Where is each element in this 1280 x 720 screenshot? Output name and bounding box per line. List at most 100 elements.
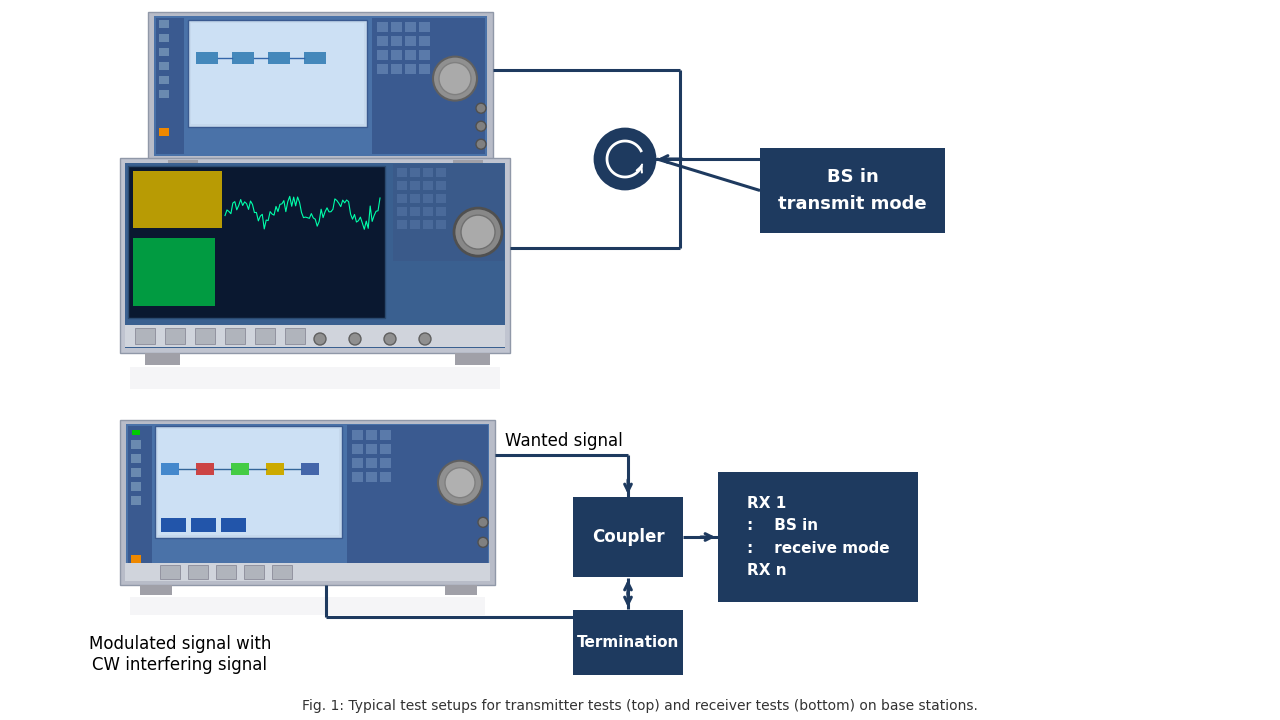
FancyBboxPatch shape — [352, 458, 364, 468]
FancyBboxPatch shape — [131, 496, 141, 505]
Text: Termination: Termination — [577, 635, 680, 650]
FancyBboxPatch shape — [273, 565, 292, 579]
FancyBboxPatch shape — [191, 23, 365, 124]
Circle shape — [454, 208, 502, 256]
FancyBboxPatch shape — [397, 181, 407, 190]
FancyBboxPatch shape — [131, 440, 141, 449]
FancyBboxPatch shape — [352, 472, 364, 482]
FancyBboxPatch shape — [156, 18, 184, 154]
Circle shape — [433, 57, 477, 101]
FancyBboxPatch shape — [128, 426, 152, 579]
FancyBboxPatch shape — [301, 463, 319, 475]
Circle shape — [595, 129, 655, 189]
FancyBboxPatch shape — [410, 207, 420, 216]
FancyBboxPatch shape — [125, 424, 489, 581]
FancyBboxPatch shape — [196, 52, 218, 64]
FancyBboxPatch shape — [244, 565, 264, 579]
FancyBboxPatch shape — [422, 207, 433, 216]
FancyBboxPatch shape — [410, 168, 420, 177]
FancyBboxPatch shape — [422, 181, 433, 190]
FancyBboxPatch shape — [225, 328, 244, 344]
FancyBboxPatch shape — [372, 18, 485, 154]
Text: Fig. 1: Typical test setups for transmitter tests (top) and receiver tests (bott: Fig. 1: Typical test setups for transmit… — [302, 699, 978, 713]
Text: Wanted signal: Wanted signal — [506, 432, 623, 450]
FancyBboxPatch shape — [366, 444, 378, 454]
FancyBboxPatch shape — [378, 36, 388, 46]
FancyBboxPatch shape — [422, 194, 433, 203]
FancyBboxPatch shape — [406, 22, 416, 32]
FancyBboxPatch shape — [148, 12, 493, 160]
FancyBboxPatch shape — [161, 518, 186, 532]
FancyBboxPatch shape — [397, 220, 407, 229]
FancyBboxPatch shape — [159, 34, 169, 42]
FancyBboxPatch shape — [380, 458, 390, 468]
FancyBboxPatch shape — [303, 52, 325, 64]
FancyBboxPatch shape — [406, 64, 416, 74]
FancyBboxPatch shape — [285, 328, 305, 344]
FancyBboxPatch shape — [573, 610, 684, 675]
FancyBboxPatch shape — [573, 497, 684, 577]
FancyBboxPatch shape — [168, 160, 198, 170]
FancyBboxPatch shape — [157, 172, 483, 192]
FancyBboxPatch shape — [366, 458, 378, 468]
FancyBboxPatch shape — [422, 220, 433, 229]
FancyBboxPatch shape — [133, 171, 221, 228]
Text: RX 1
:    BS in
:    receive mode
RX n: RX 1 : BS in : receive mode RX n — [746, 496, 890, 577]
Circle shape — [477, 517, 488, 527]
FancyBboxPatch shape — [445, 585, 477, 595]
FancyBboxPatch shape — [160, 565, 180, 579]
FancyBboxPatch shape — [159, 20, 169, 28]
FancyBboxPatch shape — [380, 430, 390, 440]
FancyBboxPatch shape — [216, 565, 236, 579]
Text: BS in
transmit mode: BS in transmit mode — [778, 168, 927, 212]
FancyBboxPatch shape — [120, 420, 495, 585]
FancyBboxPatch shape — [191, 518, 216, 532]
FancyBboxPatch shape — [380, 444, 390, 454]
FancyBboxPatch shape — [125, 325, 506, 347]
Circle shape — [477, 537, 488, 547]
FancyBboxPatch shape — [255, 328, 275, 344]
FancyBboxPatch shape — [159, 48, 169, 56]
FancyBboxPatch shape — [760, 148, 945, 233]
FancyBboxPatch shape — [131, 454, 141, 463]
FancyBboxPatch shape — [159, 76, 169, 84]
FancyBboxPatch shape — [436, 207, 445, 216]
FancyBboxPatch shape — [134, 328, 155, 344]
FancyBboxPatch shape — [392, 50, 402, 60]
FancyBboxPatch shape — [397, 194, 407, 203]
FancyBboxPatch shape — [406, 36, 416, 46]
FancyBboxPatch shape — [131, 367, 500, 389]
FancyBboxPatch shape — [420, 50, 430, 60]
FancyBboxPatch shape — [159, 128, 169, 136]
FancyBboxPatch shape — [165, 328, 186, 344]
FancyBboxPatch shape — [230, 463, 250, 475]
FancyBboxPatch shape — [131, 555, 141, 563]
FancyBboxPatch shape — [128, 166, 385, 318]
FancyBboxPatch shape — [145, 353, 180, 365]
FancyBboxPatch shape — [410, 220, 420, 229]
FancyBboxPatch shape — [406, 50, 416, 60]
FancyBboxPatch shape — [131, 482, 141, 491]
FancyBboxPatch shape — [133, 238, 215, 306]
Circle shape — [419, 333, 431, 345]
FancyBboxPatch shape — [155, 426, 342, 538]
Circle shape — [439, 63, 471, 94]
FancyBboxPatch shape — [436, 181, 445, 190]
FancyBboxPatch shape — [436, 168, 445, 177]
Text: Coupler: Coupler — [591, 528, 664, 546]
FancyBboxPatch shape — [436, 220, 445, 229]
Circle shape — [445, 468, 475, 498]
FancyBboxPatch shape — [125, 163, 506, 348]
Circle shape — [438, 461, 483, 505]
FancyBboxPatch shape — [422, 168, 433, 177]
FancyBboxPatch shape — [392, 36, 402, 46]
FancyBboxPatch shape — [392, 22, 402, 32]
FancyBboxPatch shape — [454, 353, 490, 365]
Text: Modulated signal with
CW interfering signal: Modulated signal with CW interfering sig… — [88, 635, 271, 674]
Circle shape — [461, 215, 495, 249]
FancyBboxPatch shape — [125, 563, 490, 581]
FancyBboxPatch shape — [120, 158, 509, 353]
FancyBboxPatch shape — [131, 597, 485, 615]
FancyBboxPatch shape — [188, 20, 367, 127]
Circle shape — [476, 139, 486, 149]
